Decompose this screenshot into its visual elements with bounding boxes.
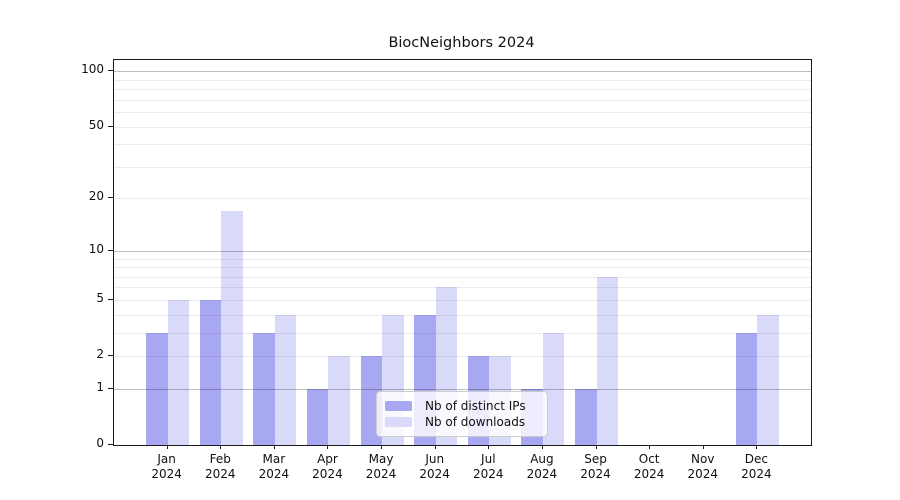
x-tick-label: Oct 2024	[633, 452, 665, 481]
y-tick	[108, 249, 113, 251]
gridline-minor	[114, 258, 811, 260]
bar-distinct-ips	[575, 388, 597, 445]
x-tick-label: Aug 2024	[526, 452, 558, 481]
y-tick-label: 2	[96, 347, 104, 362]
y-tick-label: 0	[96, 436, 104, 450]
plot-area	[113, 59, 812, 446]
gridline-minor	[114, 126, 811, 128]
x-tick-label: Feb 2024	[204, 452, 236, 481]
x-tick-label: May 2024	[365, 452, 397, 481]
gridline-minor	[114, 267, 811, 269]
x-tick	[649, 445, 651, 449]
gridline-minor	[114, 166, 811, 168]
x-tick	[434, 445, 436, 449]
bar-downloads	[328, 356, 350, 445]
gridline-major	[114, 250, 811, 252]
x-tick	[381, 445, 383, 449]
gridline-minor	[114, 112, 811, 114]
gridline-minor	[114, 79, 811, 81]
y-tick-label: 5	[96, 290, 104, 305]
gridline-minor	[114, 144, 811, 146]
bar-downloads	[757, 314, 779, 445]
legend-row: Nb of distinct IPs	[385, 398, 537, 414]
gridline-major	[114, 388, 811, 390]
legend-row: Nb of downloads	[385, 414, 537, 430]
legend-swatch-distinct-ips	[385, 401, 412, 411]
x-tick-label: Nov 2024	[687, 452, 719, 481]
bar-downloads	[274, 314, 297, 445]
legend: Nb of distinct IPs Nb of downloads	[376, 391, 548, 437]
x-tick	[273, 445, 275, 449]
bar-downloads	[167, 299, 190, 445]
x-tick	[488, 445, 490, 449]
gridline-minor	[114, 332, 811, 334]
bar-distinct-ips	[306, 388, 329, 445]
gridline-minor	[114, 89, 811, 91]
x-tick-label: Dec 2024	[741, 452, 772, 481]
x-tick	[541, 445, 543, 449]
legend-label: Nb of distinct IPs	[425, 399, 526, 413]
y-tick-label: 100	[81, 62, 104, 77]
bar-downloads	[221, 210, 243, 445]
bar-downloads	[542, 332, 565, 445]
x-tick	[595, 445, 597, 449]
gridline-minor	[114, 99, 811, 101]
y-tick-label: 1	[96, 379, 104, 394]
bar-downloads	[596, 276, 619, 445]
x-tick-label: Jun 2024	[419, 452, 450, 481]
bar-distinct-ips	[253, 332, 275, 445]
y-tick	[108, 70, 113, 72]
x-tick	[702, 445, 704, 449]
y-tick	[108, 197, 113, 199]
gridline-minor	[114, 198, 811, 200]
chart-title: BiocNeighbors 2024	[388, 35, 535, 51]
gridline-minor	[114, 299, 811, 301]
x-tick-label: Jul 2024	[473, 452, 504, 481]
bar-distinct-ips	[146, 332, 168, 445]
gridline-minor	[114, 314, 811, 316]
y-tick	[108, 298, 113, 300]
y-tick	[108, 387, 113, 389]
plot-inner	[114, 60, 811, 445]
legend-label: Nb of downloads	[425, 415, 526, 429]
x-tick	[166, 445, 168, 449]
y-tick-label: 20	[88, 189, 104, 204]
x-tick	[220, 445, 222, 449]
y-tick-label: 10	[88, 241, 104, 256]
y-tick	[108, 125, 113, 127]
x-tick-label: Sep 2024	[580, 452, 611, 481]
gridline-minor	[114, 276, 811, 278]
x-tick-label: Mar 2024	[258, 452, 290, 481]
x-tick-label: Apr 2024	[312, 452, 343, 481]
x-tick-label: Jan 2024	[151, 452, 182, 481]
legend-swatch-downloads	[385, 417, 412, 427]
x-tick	[756, 445, 758, 449]
gridline-minor	[114, 287, 811, 289]
y-tick-label: 50	[88, 117, 104, 132]
gridline-major	[114, 71, 811, 73]
bar-distinct-ips	[199, 299, 222, 445]
x-tick	[327, 445, 329, 449]
y-tick	[108, 355, 113, 357]
y-tick	[108, 444, 113, 445]
gridline-minor	[114, 356, 811, 358]
bar-distinct-ips	[735, 332, 758, 445]
